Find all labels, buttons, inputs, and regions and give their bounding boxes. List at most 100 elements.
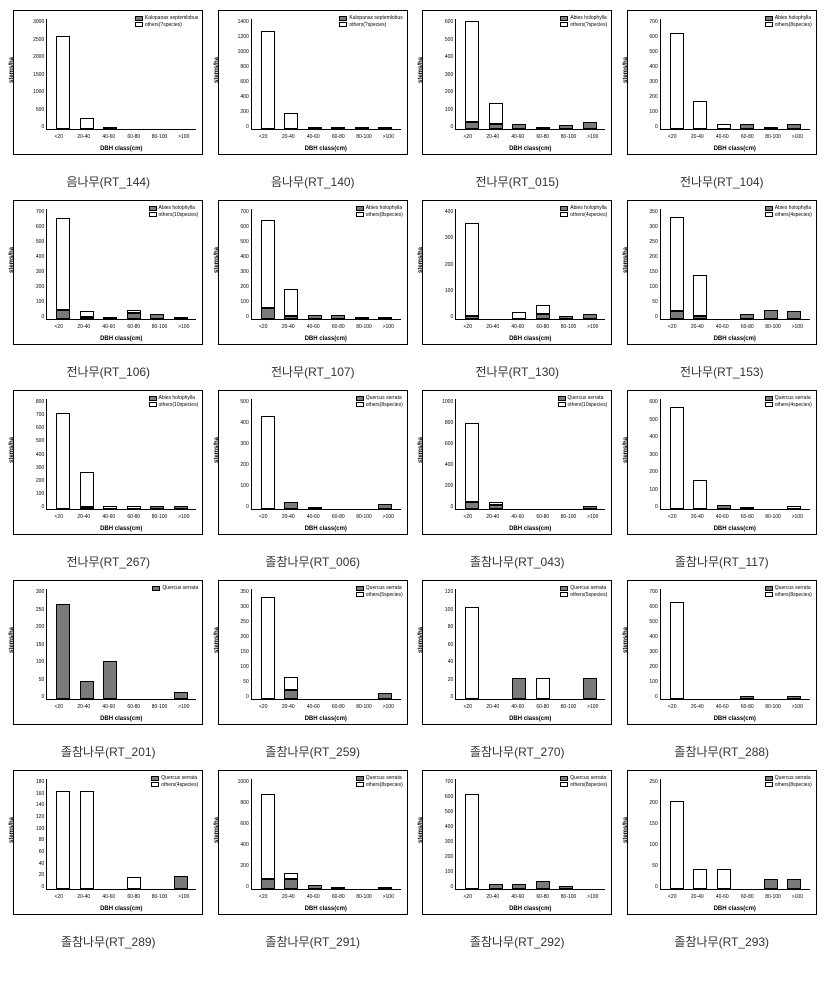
bar-species — [56, 310, 70, 319]
y-tick: 200 — [240, 634, 248, 640]
bar-others — [465, 223, 479, 317]
bar-others — [693, 480, 707, 509]
bar-species — [787, 311, 801, 319]
x-tick: 80-100 — [561, 134, 575, 140]
y-tick: 0 — [450, 504, 453, 510]
legend-label: others(5species) — [570, 592, 607, 599]
legend-swatch-icon — [765, 592, 773, 597]
y-tick: 3000 — [33, 19, 44, 25]
y-tick: 100 — [649, 284, 657, 290]
x-axis-label: DBH class(cm) — [46, 336, 196, 342]
chart: 6005004003002001000stems/ha<2020-4040-60… — [627, 390, 817, 535]
bar-group — [465, 19, 479, 129]
legend: Abies holophyllaothers(4species) — [560, 205, 607, 218]
y-tick: 1000 — [238, 779, 249, 785]
y-tick: 500 — [445, 37, 453, 43]
x-axis-label: DBH class(cm) — [251, 336, 401, 342]
bar-group — [764, 399, 778, 509]
bars — [456, 19, 605, 129]
y-tick: 350 — [240, 589, 248, 595]
x-tick: >100 — [586, 324, 600, 330]
bar-species — [378, 887, 392, 889]
x-tick: 80-100 — [152, 514, 166, 520]
x-ticks: <2020-4040-6060-8080-100>100 — [46, 514, 196, 520]
y-tick: 700 — [649, 19, 657, 25]
bar-others — [670, 33, 684, 129]
bar-group — [355, 589, 369, 699]
y-axis-label: stems/ha — [9, 626, 15, 652]
legend-label: others(8species) — [775, 22, 812, 29]
y-tick: 120 — [36, 814, 44, 820]
legend-swatch-icon — [339, 16, 347, 21]
bar-species — [174, 876, 188, 889]
chart-caption: 전나무(RT_104) — [680, 173, 764, 190]
chart: 7006005004003002001000stems/ha<2020-4040… — [218, 200, 408, 345]
bar-species — [583, 678, 597, 699]
x-tick: 20-40 — [77, 324, 91, 330]
y-tick: 500 — [36, 438, 44, 444]
chart-caption: 졸참나무(RT_259) — [265, 743, 360, 760]
y-axis-label: stems/ha — [9, 816, 15, 842]
legend-swatch-icon — [560, 22, 568, 27]
legend-row: others(8species) — [765, 22, 812, 29]
y-tick: 600 — [36, 224, 44, 230]
x-tick: >100 — [177, 514, 191, 520]
bar-group — [559, 209, 573, 319]
bars — [661, 209, 810, 319]
x-tick: 20-40 — [486, 704, 500, 710]
y-tick: 0 — [655, 694, 658, 700]
y-tick: 800 — [240, 64, 248, 70]
y-tick: 200 — [649, 469, 657, 475]
x-axis-label: DBH class(cm) — [251, 906, 401, 912]
x-tick: 80-100 — [152, 134, 166, 140]
x-ticks: <2020-4040-6060-8080-100>100 — [251, 324, 401, 330]
x-tick: <20 — [461, 324, 475, 330]
bar-group — [127, 779, 141, 889]
bar-group — [56, 19, 70, 129]
bars — [252, 209, 401, 319]
bar-group — [489, 209, 503, 319]
x-tick: <20 — [461, 514, 475, 520]
bar-group — [536, 779, 550, 889]
y-tick: 800 — [240, 800, 248, 806]
y-axis-label: stems/ha — [9, 56, 15, 82]
bar-group — [787, 779, 801, 889]
x-tick: >100 — [790, 324, 804, 330]
y-tick: 250 — [649, 239, 657, 245]
bar-species — [284, 879, 298, 889]
y-tick: 600 — [649, 399, 657, 405]
legend: Quercus serrata — [152, 585, 198, 592]
y-axis-label: stems/ha — [9, 436, 15, 462]
legend-swatch-icon — [149, 212, 157, 217]
x-tick: <20 — [256, 704, 270, 710]
x-tick: <20 — [52, 514, 66, 520]
bar-species — [465, 316, 479, 319]
x-tick: >100 — [177, 134, 191, 140]
y-tick: 300 — [240, 604, 248, 610]
chart: 6005004003002001000stems/ha<2020-4040-60… — [422, 10, 612, 155]
y-tick: 500 — [649, 49, 657, 55]
y-tick: 800 — [36, 399, 44, 405]
y-tick: 700 — [36, 412, 44, 418]
chart: 350300250200150100500stems/ha<2020-4040-… — [627, 200, 817, 345]
y-tick: 0 — [655, 124, 658, 130]
y-ticks: 7006005004003002001000 — [24, 209, 44, 320]
chart-cell: 6005004003002001000stems/ha<2020-4040-60… — [419, 10, 616, 190]
bar-group — [308, 589, 322, 699]
legend-label: others(?species) — [570, 22, 607, 29]
x-axis-label: DBH class(cm) — [455, 716, 605, 722]
y-tick: 1000 — [33, 89, 44, 95]
x-tick: 20-40 — [486, 514, 500, 520]
bar-group — [717, 19, 731, 129]
bar-species — [740, 124, 754, 129]
y-ticks: 7006005004003002001000 — [229, 209, 249, 320]
y-tick: 250 — [36, 607, 44, 613]
legend-swatch-icon — [765, 206, 773, 211]
legend: Abies holophyllaothers(?species) — [560, 15, 607, 28]
plot-area — [46, 589, 196, 700]
x-tick: 40-60 — [306, 324, 320, 330]
legend-label: others(10species) — [568, 402, 608, 409]
x-tick: 60-80 — [740, 704, 754, 710]
chart-caption: 졸참나무(RT_006) — [265, 553, 360, 570]
bar-group — [261, 209, 275, 319]
